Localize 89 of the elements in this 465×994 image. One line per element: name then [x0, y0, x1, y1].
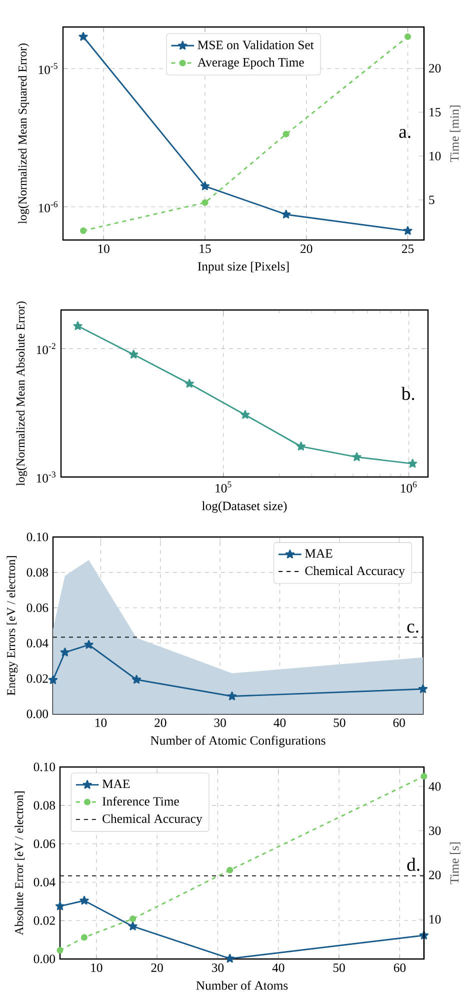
point — [81, 934, 88, 941]
x-tick-label: 10$^{6}$ — [401, 481, 417, 493]
y-tick-label: 0.08 — [34, 801, 56, 810]
x-tick-label: 60 — [394, 963, 406, 972]
y-axis-title: log(Normalized Mean Absolute Error) — [16, 302, 28, 486]
annotation: c. — [408, 624, 419, 633]
y-axis-title: Energy Errors [eV / electron] — [6, 556, 18, 696]
x-tick-label: 40 — [272, 963, 284, 972]
x-axis-title: log(Dataset size) — [202, 501, 287, 513]
point — [352, 452, 362, 462]
point — [408, 458, 418, 468]
point — [130, 916, 136, 922]
y-tick-label: 0.00 — [27, 710, 48, 718]
y2-axis-title: Time [s] — [450, 842, 461, 884]
point — [48, 675, 58, 684]
x-tick-label: 10 — [91, 963, 102, 972]
point — [228, 692, 237, 700]
y-axis-title: Absolute Error [eV / electron] — [14, 792, 25, 936]
y-tick-label: 10$^{-3}$ — [37, 471, 56, 483]
annotation: a. — [399, 128, 411, 138]
y-tick-label: 0.04 — [34, 878, 56, 886]
x-tick-label: 20 — [152, 963, 164, 972]
point — [84, 640, 94, 649]
legend-label: MAE — [102, 780, 130, 788]
point — [403, 226, 413, 235]
y2-axis-title: Time [min] — [450, 106, 461, 162]
x-axis-title: Input size [Pixels] — [198, 262, 289, 274]
x-tick-label: 50 — [334, 963, 346, 972]
y-axis-title: log(Normalized Mean Squared Error) — [18, 44, 30, 224]
point — [132, 674, 142, 684]
point — [56, 946, 64, 954]
annotation: d. — [407, 858, 420, 871]
y-tick-label: 0.02 — [27, 674, 48, 683]
point — [56, 901, 65, 910]
y2-tick-label: 5 — [429, 196, 435, 204]
y-tick-label: 10$^{-2}$ — [37, 343, 56, 354]
x-tick-label: 15 — [200, 244, 212, 253]
x-tick-label: 20 — [300, 244, 312, 254]
x-axis-title: Number of Atomic Configurations — [150, 736, 326, 748]
x-axis-title: Number of Atoms — [196, 980, 288, 990]
y-tick-label: 0.08 — [27, 568, 48, 577]
y-tick-label: 0.10 — [27, 532, 48, 542]
y2-tick-label: 20 — [429, 870, 441, 880]
x-tick-label: 60 — [394, 718, 406, 728]
y2-tick-label: 10 — [430, 152, 441, 160]
y-tick-label: 0.02 — [34, 916, 56, 925]
point — [200, 181, 210, 190]
point — [282, 210, 291, 218]
x-tick-label: 50 — [334, 718, 346, 728]
y-tick-label: 0.10 — [34, 762, 56, 772]
x-tick-label: 10$^{5}$ — [216, 481, 232, 493]
y2-tick-label: 40 — [428, 782, 441, 791]
point — [418, 684, 428, 693]
y-tick-label: 0.06 — [27, 603, 48, 612]
point — [226, 866, 234, 874]
point — [185, 378, 194, 388]
point — [296, 442, 306, 450]
legend-label: Chemical Accuracy — [102, 814, 202, 826]
y-tick-label: 0.06 — [34, 839, 56, 848]
x-tick-label: 10 — [98, 244, 110, 254]
y2-tick-label: 10 — [430, 914, 441, 924]
x-tick-label: 10 — [96, 718, 107, 728]
x-tick-label: 30 — [212, 963, 224, 972]
point — [129, 350, 138, 358]
point — [128, 922, 138, 930]
x-tick-label: 40 — [274, 718, 286, 728]
point — [73, 321, 83, 330]
point — [240, 410, 250, 419]
y-tick-label: 10$^{-6}$ — [39, 201, 58, 212]
y-tick-label: 0.00 — [34, 954, 56, 964]
y2-tick-label: 30 — [429, 826, 441, 836]
y-tick-label: 0.04 — [27, 638, 49, 648]
point — [60, 648, 70, 656]
legend-label: Inference Time — [102, 796, 180, 806]
y2-tick-label: 20 — [429, 64, 441, 73]
point — [80, 896, 90, 905]
y2-tick-label: 15 — [430, 108, 441, 116]
annotation: b. — [402, 386, 414, 400]
legend-label: MAE — [305, 549, 332, 558]
x-tick-label: 25 — [402, 244, 414, 254]
point — [78, 32, 88, 41]
x-tick-label: 20 — [154, 718, 166, 728]
legend-label: Average Epoch Time — [198, 58, 304, 70]
x-tick-label: 30 — [214, 718, 226, 728]
legend-label: Chemical Accuracy — [305, 566, 406, 578]
point — [226, 954, 235, 963]
y-tick-label: 10$^{-5}$ — [39, 63, 58, 74]
legend-label: MSE on Validation Set — [198, 40, 314, 50]
point — [420, 773, 428, 780]
